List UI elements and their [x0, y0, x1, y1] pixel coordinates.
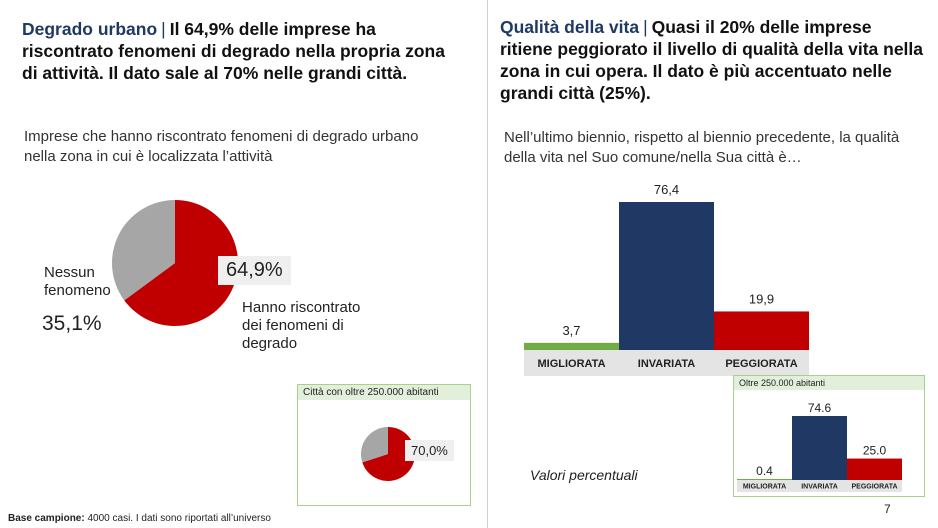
- values-note: Valori percentuali: [530, 467, 638, 483]
- main-bar-value-label-0: 3,7: [562, 323, 580, 338]
- main-bar-value-label-2: 19,9: [749, 291, 774, 306]
- right-headline-text: Quasi il 20% delle imprese ritiene peggi…: [500, 17, 924, 103]
- main-bar-chart: 3,7 MIGLIORATA 76,4 INVARIATA 19,9 PEGGIORATA: [524, 182, 809, 376]
- large-cities-bar-bar-0: [737, 479, 792, 480]
- no-phenomenon-pct: 35,1%: [42, 312, 102, 335]
- big-cities-pct: 70,0%: [405, 440, 454, 461]
- left-headline-text: Il 64,9% delle imprese ha riscontrato fe…: [22, 19, 445, 83]
- big-cities-pie-slice-0: [362, 427, 415, 481]
- footer-text: 4000 casi. I dati sono riportati all’uni…: [87, 513, 271, 524]
- main-bar-category-label-1: INVARIATA: [638, 358, 695, 370]
- large-cities-bar-category-label-2: PEGGIORATA: [851, 484, 897, 491]
- large-cities-bar-axis-band: [737, 480, 902, 492]
- main-bar-bar-1: [619, 202, 714, 350]
- left-tag: Degrado urbano: [22, 19, 158, 39]
- large-cities-bar-value-label-1: 74.6: [808, 401, 832, 415]
- main-bar-category-label-2: PEGGIORATA: [725, 358, 797, 370]
- right-headline: Qualità della vita | Quasi il 20% delle im…: [500, 16, 925, 104]
- large-cities-inset-title: Oltre 250.000 abitanti: [734, 376, 924, 390]
- right-separator: |: [643, 17, 648, 37]
- main-bar-bar-2: [714, 311, 809, 350]
- large-cities-bar-category-label-1: INVARIATA: [801, 484, 838, 491]
- main-bar-axis-band: [524, 350, 809, 376]
- left-separator: |: [161, 19, 166, 39]
- large-cities-bar-value-label-0: 0.4: [756, 464, 773, 478]
- main-bar-value-label-1: 76,4: [654, 182, 679, 197]
- big-cities-pie-chart: [361, 427, 415, 481]
- page-number: 7: [884, 502, 891, 516]
- large-cities-bar-bar-2: [847, 458, 902, 480]
- large-cities-bar-chart: 0.4 MIGLIORATA 74.6 INVARIATA 25.0 PEGGIORATA: [737, 401, 902, 492]
- main-pie-chart: [111, 200, 238, 326]
- big-cities-inset-title: Città con oltre 250.000 abitanti: [298, 385, 470, 400]
- main-pie-slice-1: [111, 200, 175, 301]
- yes-phenomenon-label: Hanno riscontrato dei fenomeni di degrad…: [242, 299, 361, 352]
- large-cities-bar-bar-1: [792, 416, 847, 480]
- panel-divider: [487, 0, 488, 528]
- large-cities-bar-value-label-2: 25.0: [863, 444, 887, 458]
- right-subtitle: Nell’ultimo biennio, rispetto al biennio…: [504, 129, 900, 166]
- left-subtitle: Imprese che hanno riscontrato fenomeni d…: [24, 128, 419, 165]
- main-pie-slice-0: [124, 200, 238, 326]
- yes-phenomenon-pct: 64,9%: [218, 256, 291, 285]
- main-bar-category-label-0: MIGLIORATA: [537, 358, 605, 370]
- no-phenomenon-label: Nessun fenomeno: [44, 264, 111, 299]
- big-cities-pie-slice-1: [361, 427, 388, 463]
- main-bar-bar-0: [524, 342, 619, 350]
- left-headline: Degrado urbano | Il 64,9% delle imprese ha…: [22, 18, 462, 84]
- large-cities-bar-category-label-0: MIGLIORATA: [743, 484, 786, 491]
- right-tag: Qualità della vita: [500, 17, 640, 37]
- footer-note: Base campione: 4000 casi. I dati sono ri…: [8, 513, 271, 524]
- footer-bold: Base campione:: [8, 513, 85, 524]
